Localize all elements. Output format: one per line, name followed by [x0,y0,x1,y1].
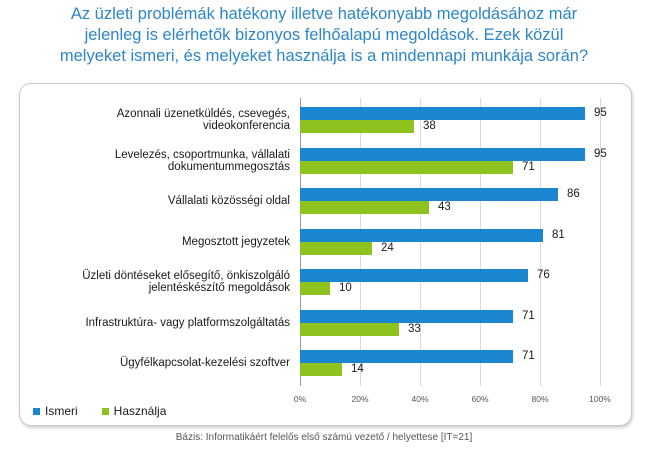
title-line-3: melyeket ismeri, és melyeket használja i… [59,47,589,65]
data-label: 71 [522,160,535,173]
legend-item-ismeri: Ismeri [33,404,78,418]
x-tick-label: 20% [351,394,369,404]
data-label: 71 [522,350,535,362]
gridline [540,98,541,386]
title-line-2: jelenleg is elérhetők bizonyos felhőalap… [84,26,564,44]
category-label: Levelezés, csoportmunka, vállalati dokume… [114,148,290,173]
bar-ismeri [300,188,558,201]
legend-label-hasznalja: Használja [113,404,167,418]
x-tick-label: 100% [589,394,611,404]
data-label: 71 [522,309,535,322]
bar-ismeri [300,147,585,161]
data-label: 14 [351,363,364,375]
bar-hasznalja [300,363,342,376]
bar-ismeri [300,309,513,323]
legend: Ismeri Használja [33,404,190,418]
title-line-1: Az üzleti problémák hatékony illetve hat… [70,5,578,23]
chart-title: Az üzleti problémák hatékony illetve hat… [0,4,648,67]
gridline [480,98,481,386]
data-label: 10 [339,282,352,294]
legend-swatch-hasznalja [101,407,109,415]
category-label: Infrastruktúra- vagy platformszolgáltatá… [85,316,290,329]
category-label: Vállalati közösségi oldal [167,195,290,207]
category-label: Üzleti döntéseket elősegítő, önkiszolgál… [82,270,290,294]
x-tick-label: 80% [531,394,549,404]
legend-item-hasznalja: Használja [101,404,167,418]
gridline [600,98,601,386]
bar-ismeri [300,350,513,363]
category-label: Megosztott jegyzetek [181,235,290,248]
data-label: 95 [594,147,607,160]
bar-hasznalja [300,282,330,295]
data-label: 33 [408,322,421,335]
bar-hasznalja [300,120,414,133]
x-tick-label: 40% [411,394,429,404]
x-tick-label: 60% [471,394,489,404]
data-label: 38 [423,120,436,132]
bar-hasznalja [300,160,513,174]
category-label: Ügyfélkapcsolat-kezelési szoftver [119,357,290,369]
legend-swatch-ismeri [33,407,40,415]
data-label: 43 [438,201,451,213]
data-label: 86 [567,188,580,200]
bar-ismeri [300,228,543,242]
bar-hasznalja [300,241,372,255]
footer-note: Bázis: Informatikáért felelős első számú… [175,432,473,443]
bar-ismeri [300,107,585,120]
data-label: 76 [537,269,550,281]
category-label: Azonnali üzenetküldés, csevegés, videokon… [116,108,290,132]
data-label: 24 [381,241,394,254]
legend-label-ismeri: Ismeri [45,404,78,418]
data-label: 95 [594,107,607,119]
data-label: 81 [552,228,565,241]
bar-ismeri [300,269,528,282]
bar-hasznalja [300,322,399,336]
x-tick-label: 0% [293,394,307,404]
bar-hasznalja [300,201,429,214]
gridline [420,98,421,386]
